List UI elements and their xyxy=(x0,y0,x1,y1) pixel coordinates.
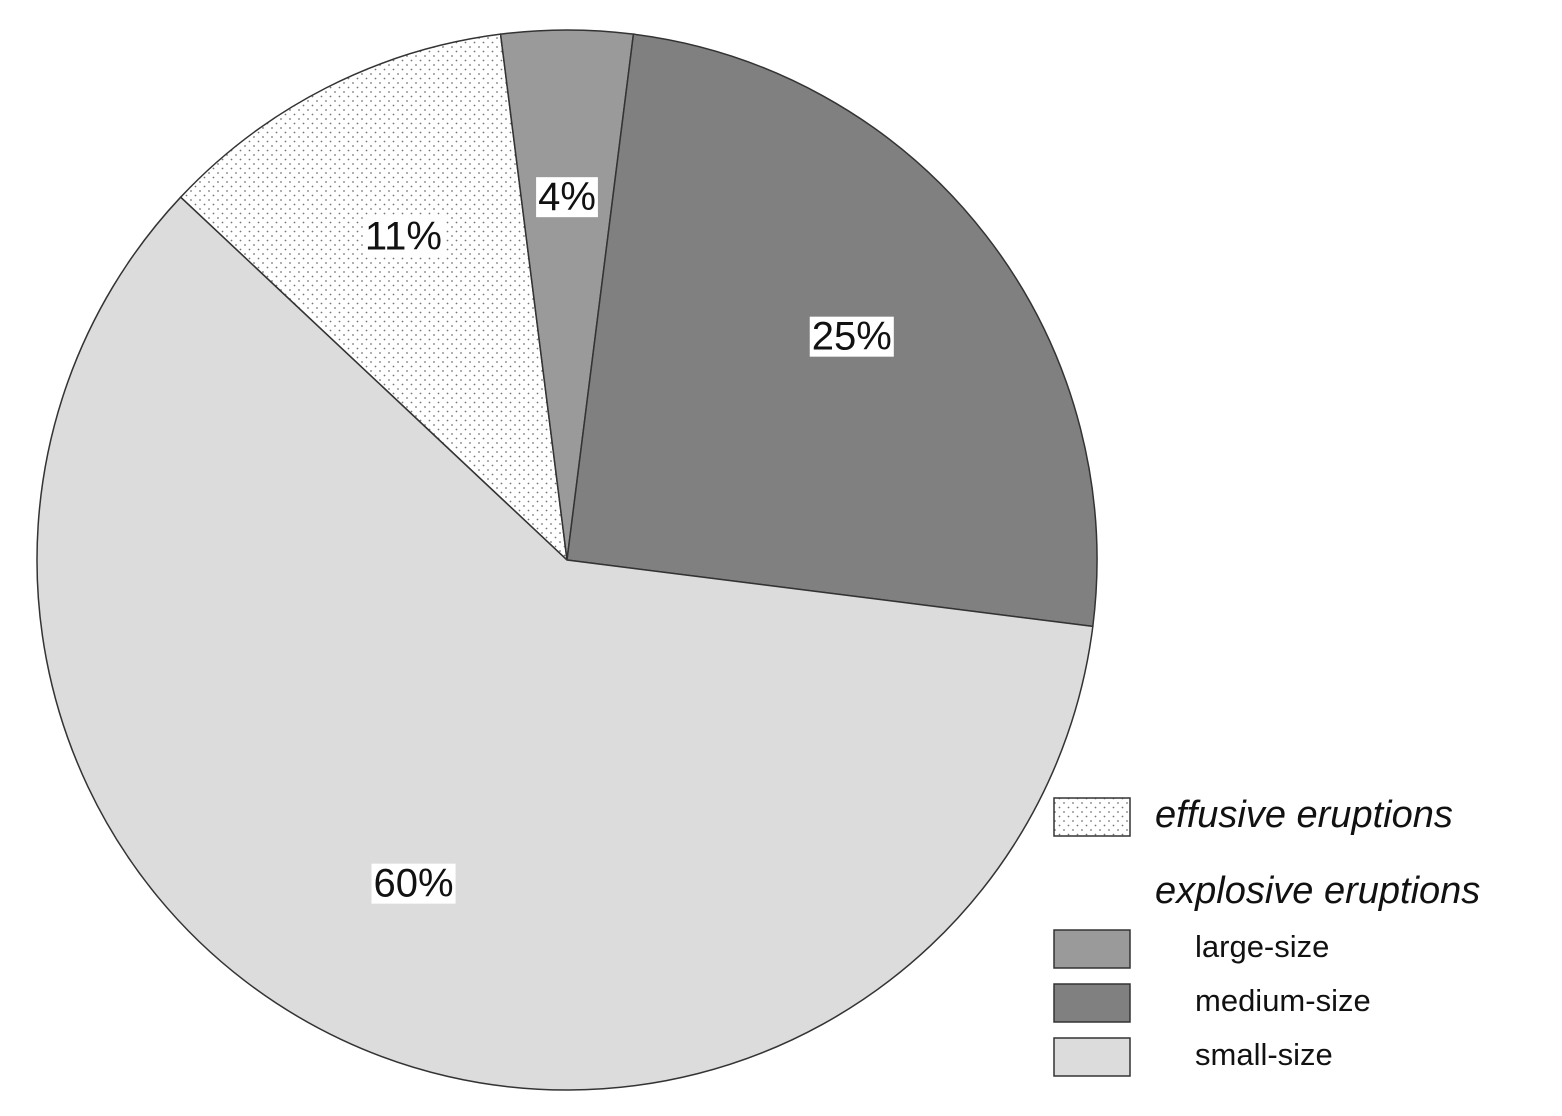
legend-label: medium-size xyxy=(1195,983,1371,1018)
legend-label: large-size xyxy=(1195,929,1329,964)
legend-label: small-size xyxy=(1195,1037,1333,1072)
legend-swatch xyxy=(1053,929,1131,969)
legend-label: effusive eruptions xyxy=(1155,794,1453,836)
label-background xyxy=(362,216,444,257)
legend-swatch xyxy=(1053,797,1131,837)
legend-swatch xyxy=(1053,983,1131,1023)
legend-subheading: explosive eruptions xyxy=(1155,870,1480,912)
label-background xyxy=(371,863,456,904)
label-background xyxy=(536,177,598,218)
pie-slice xyxy=(36,196,1094,1091)
label-background xyxy=(809,316,894,357)
data-label: 60% xyxy=(374,862,454,906)
data-label: 11% xyxy=(365,214,442,258)
data-label: 25% xyxy=(812,315,892,359)
pie-slice xyxy=(179,33,569,562)
legend-swatch xyxy=(1053,1037,1131,1077)
data-label: 4% xyxy=(538,175,596,219)
